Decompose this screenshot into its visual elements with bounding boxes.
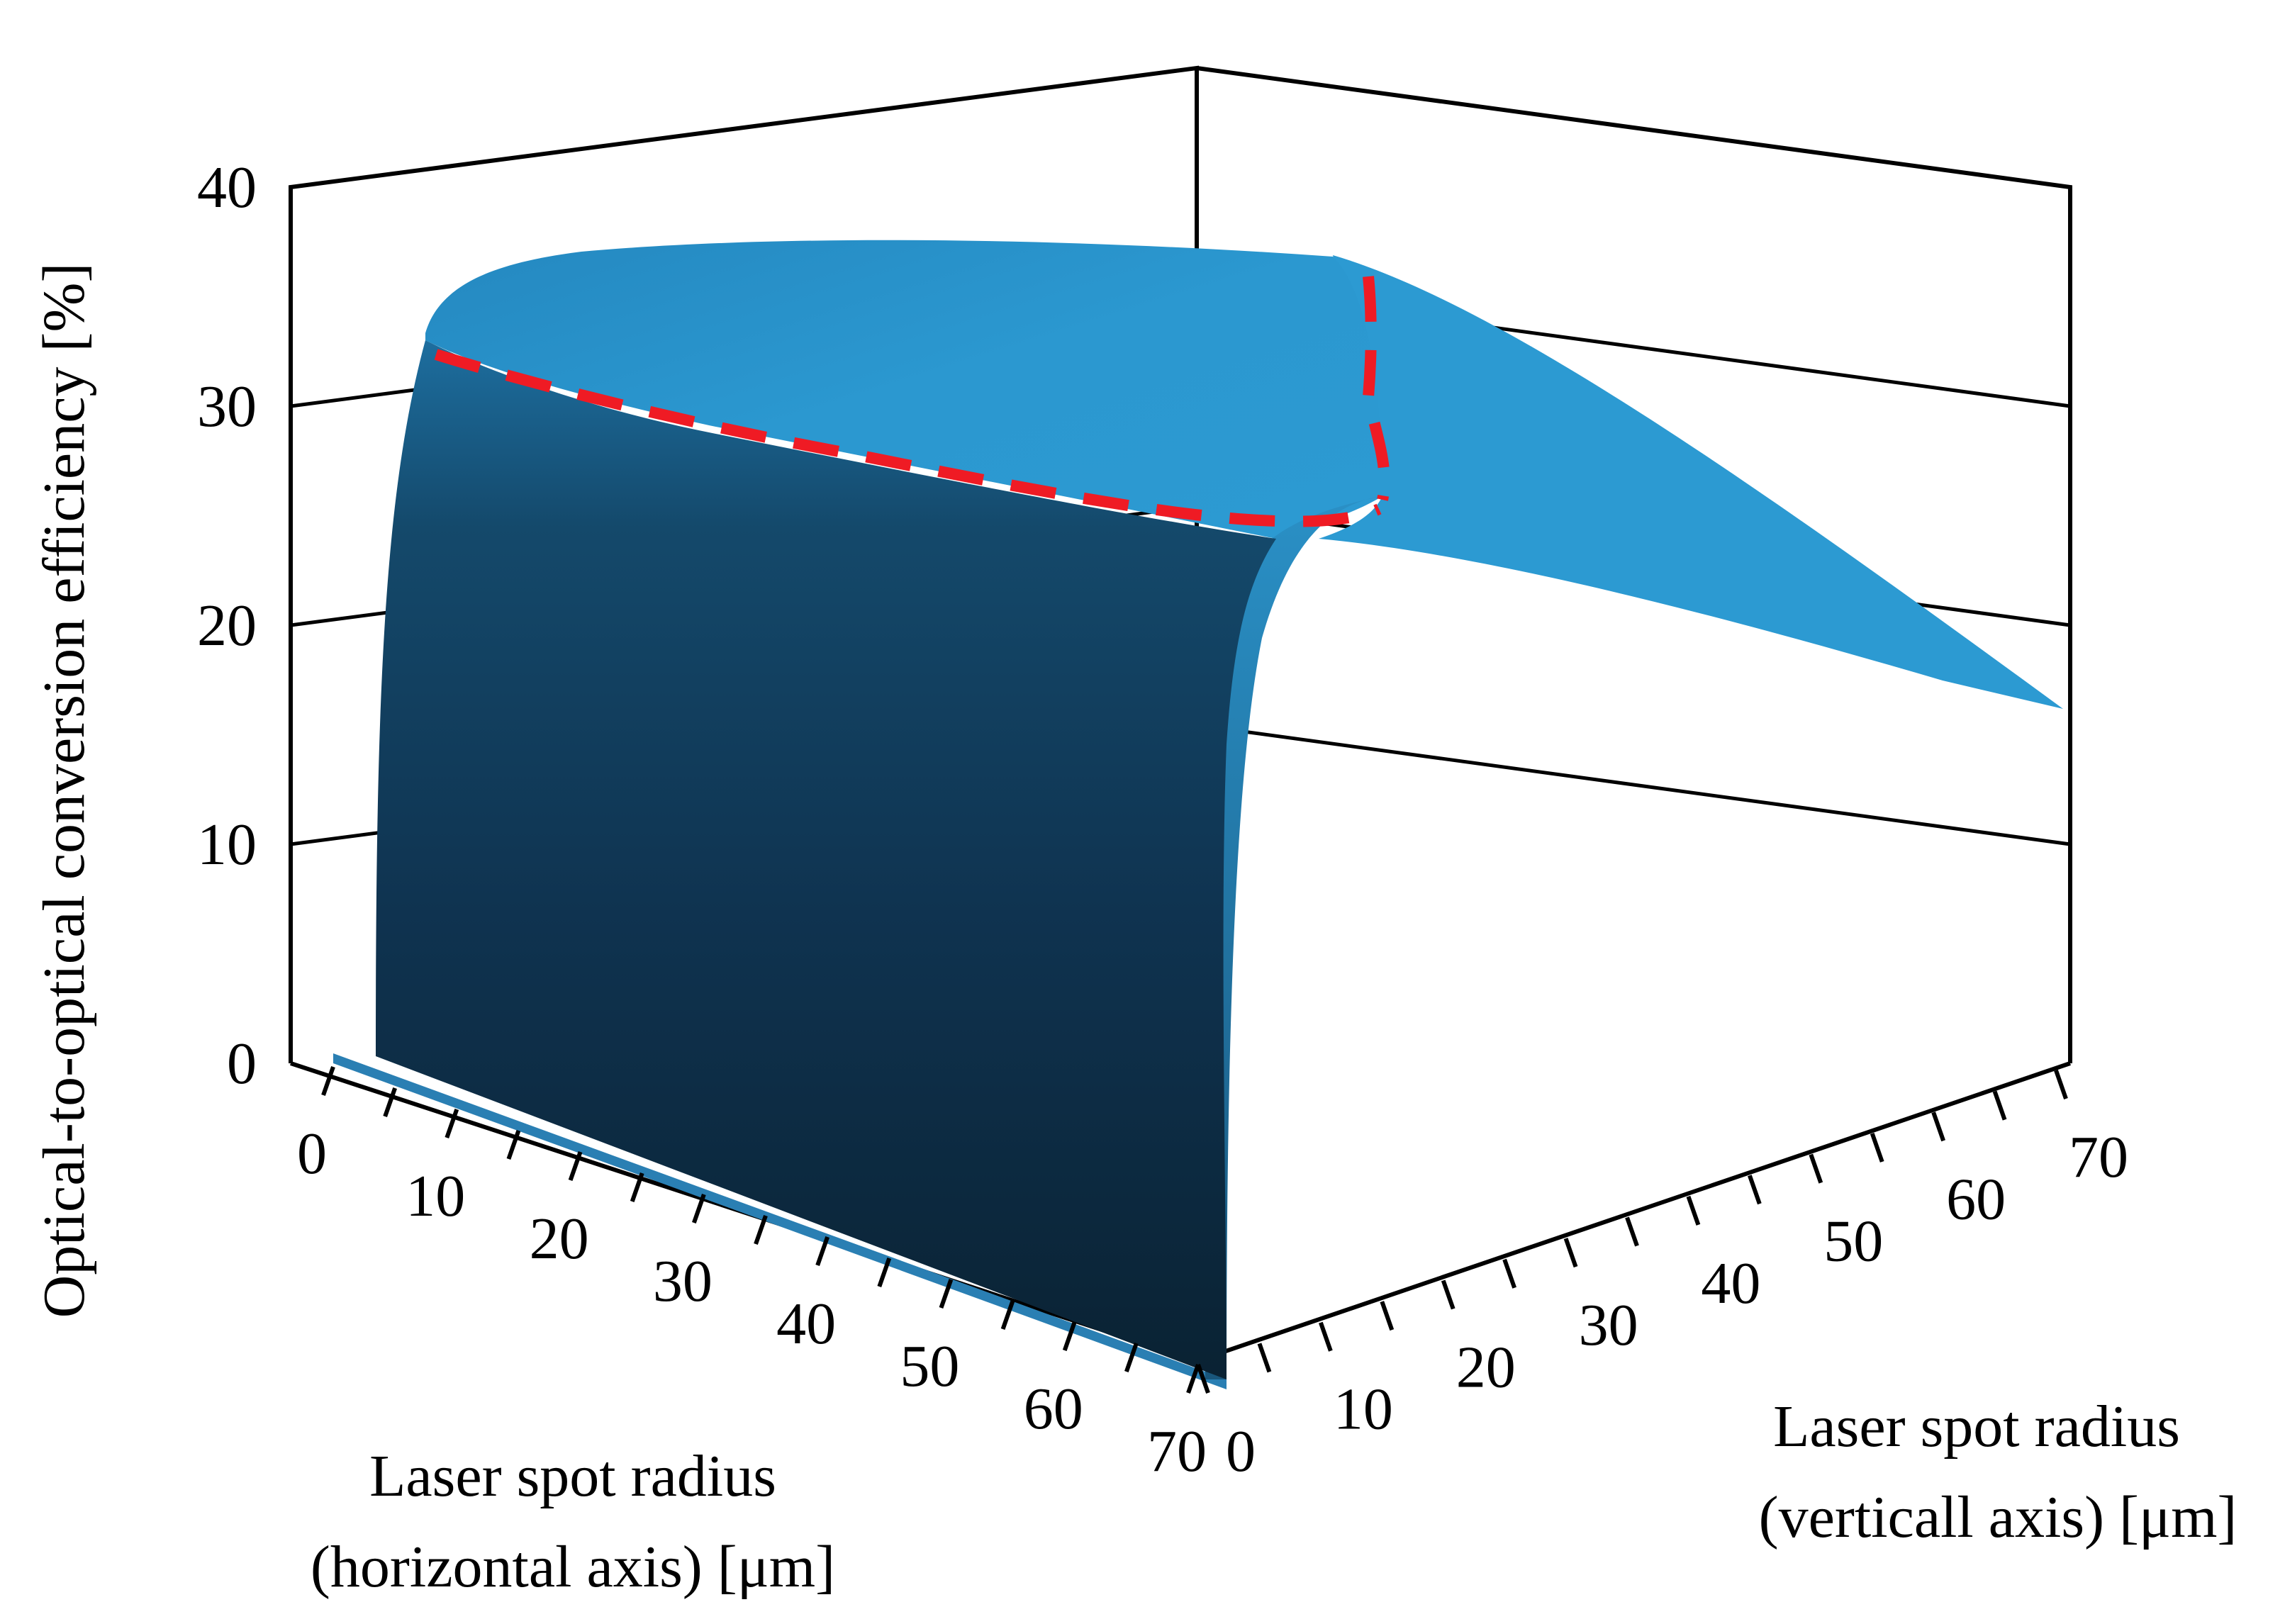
ridge-x-dashed-line [434,349,1382,527]
x-tick-mark-12 [1062,1321,1077,1351]
y-tick-label-4: 40 [1701,1250,1760,1316]
surface-front-face [376,340,1276,1379]
y-tick-mark-5 [1502,1258,1516,1289]
x-tick-label-7: 70 [1147,1418,1207,1484]
x-tick-mark-7 [754,1215,768,1245]
x-tick-mark-0 [321,1066,335,1096]
z-tick-label-2: 20 [197,593,257,659]
y-tick-label-6: 60 [1946,1166,2006,1232]
x-tick-mark-14 [1186,1364,1200,1394]
y-tick-label-2: 20 [1456,1334,1516,1400]
surface-shoulder [1205,496,1382,1379]
y-axis-title-line1: Laser spot radius [1773,1394,2180,1460]
y-tick-label-7: 70 [2069,1124,2128,1190]
z-tick-label-3: 30 [197,374,257,439]
y-axis-title-line2: (verticall axis) [μm] [1759,1484,2237,1550]
x-tick-label-2: 20 [530,1206,589,1272]
x-tick-label-0: 0 [297,1121,327,1187]
x-tick-mark-2 [445,1109,459,1138]
z-tick-label-0: 0 [227,1031,257,1097]
y-tick-label-5: 50 [1823,1209,1883,1275]
y-tick-mark-6 [1563,1238,1578,1268]
x-axis-title-line1: Laser spot radius [369,1443,776,1509]
z-axis-title: Optical-to-optical conversion efficiency… [31,263,97,1318]
z-axis-ticks: 0 10 20 30 40 [197,155,257,1097]
y-tick-mark-3 [1380,1301,1395,1331]
y-tick-mark-13 [1992,1090,2007,1121]
surface-top-plateau [425,240,1382,539]
x-tick-mark-6 [692,1194,706,1223]
x-tick-mark-8 [815,1236,829,1266]
y-tick-mark-10 [1809,1153,1823,1184]
x-tick-label-4: 40 [776,1291,836,1357]
z-gridline-3 [290,66,2071,189]
x-tick-label-3: 30 [653,1248,713,1314]
x-tick-label-6: 60 [1024,1376,1083,1442]
x-axis-title-line2: (horizontal axis) [μm] [311,1534,835,1600]
x-tick-label-1: 10 [406,1163,465,1229]
y-tick-mark-12 [1931,1111,1945,1142]
x-tick-mark-4 [568,1151,583,1181]
y-tick-mark-14 [2054,1070,2068,1099]
z-tick-label-4: 40 [197,155,257,220]
y-tick-label-3: 30 [1579,1292,1638,1358]
y-tick-mark-8 [1686,1195,1701,1226]
y-tick-label-0: 0 [1226,1418,1256,1484]
x-tick-mark-1 [383,1087,397,1117]
y-tick-label-1: 10 [1334,1377,1393,1443]
y-tick-mark-0 [1196,1364,1210,1394]
x-tick-mark-11 [1000,1300,1015,1330]
x-tick-mark-5 [630,1172,644,1202]
x-axis-ticks: 0 10 20 30 40 50 60 70 [297,1066,1207,1484]
surface-floor [333,1053,1227,1389]
y-tick-mark-9 [1748,1175,1762,1205]
y-tick-mark-4 [1441,1279,1456,1310]
x-tick-mark-3 [506,1130,521,1160]
x-tick-mark-10 [939,1279,954,1309]
surface-top-right [1319,255,2063,709]
x-tick-label-5: 50 [900,1333,959,1399]
x-tick-mark-13 [1124,1343,1139,1372]
x-tick-mark-9 [877,1258,892,1287]
y-tick-mark-7 [1625,1216,1639,1247]
y-tick-mark-2 [1319,1321,1333,1352]
z-tick-label-1: 10 [197,812,257,878]
ridge-y-dashed-line [1362,276,1390,501]
y-tick-mark-11 [1870,1132,1884,1163]
right-bottom-edge [1196,1061,2071,1363]
y-axis-ticks: 0 10 20 30 40 50 60 70 [1196,1070,2128,1484]
y-tick-mark-1 [1257,1343,1272,1373]
